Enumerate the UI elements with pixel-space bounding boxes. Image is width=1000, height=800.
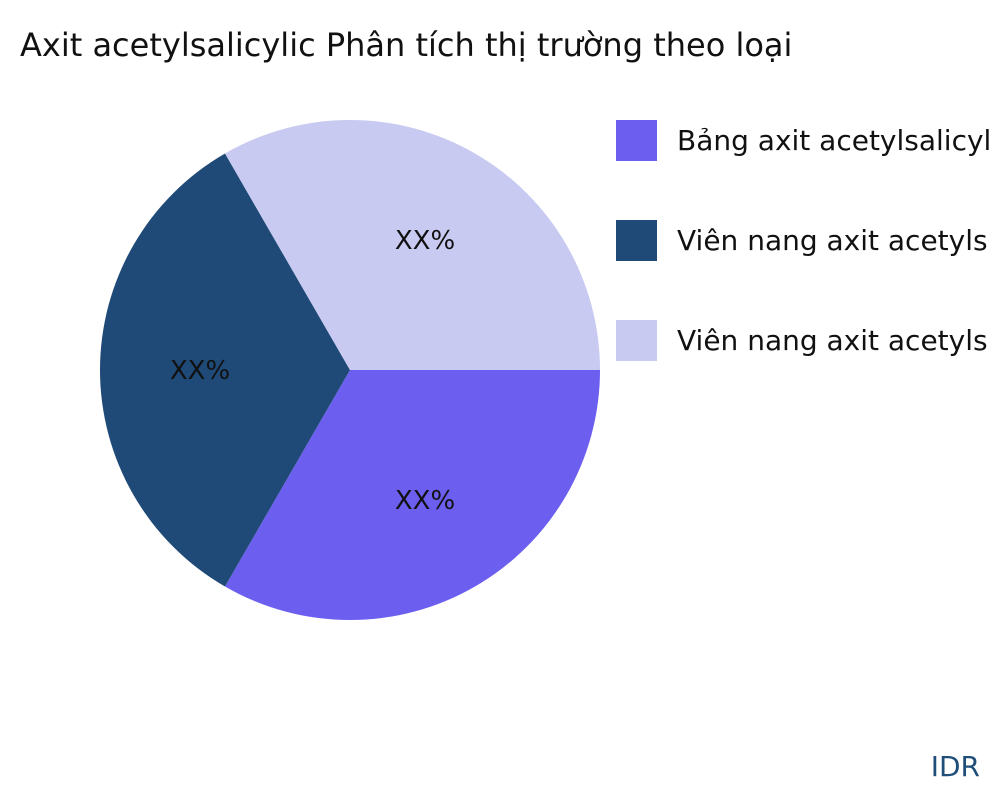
pie-slice-0: [225, 370, 600, 620]
legend-swatch: [616, 319, 657, 361]
legend-item-0[interactable]: Bảng axit acetylsalicyl: [616, 119, 992, 161]
legend-swatch: [616, 219, 657, 261]
slice-data-label-2: XX%: [395, 226, 455, 256]
pie-slice-2: [225, 119, 600, 370]
legend-label: Viên nang axit acetyls: [677, 223, 988, 257]
legend-swatch: [616, 119, 657, 161]
chart-title: Axit acetylsalicylic Phân tích thị trườn…: [20, 26, 793, 64]
legend-label: Bảng axit acetylsalicyl: [677, 123, 992, 157]
legend-item-2[interactable]: Viên nang axit acetyls: [616, 319, 988, 361]
source-label: IDR: [930, 750, 980, 783]
legend-label: Viên nang axit acetyls: [677, 323, 988, 357]
slice-data-label-0: XX%: [395, 486, 455, 516]
slice-data-label-1: XX%: [170, 356, 230, 386]
legend-item-1[interactable]: Viên nang axit acetyls: [616, 219, 988, 261]
